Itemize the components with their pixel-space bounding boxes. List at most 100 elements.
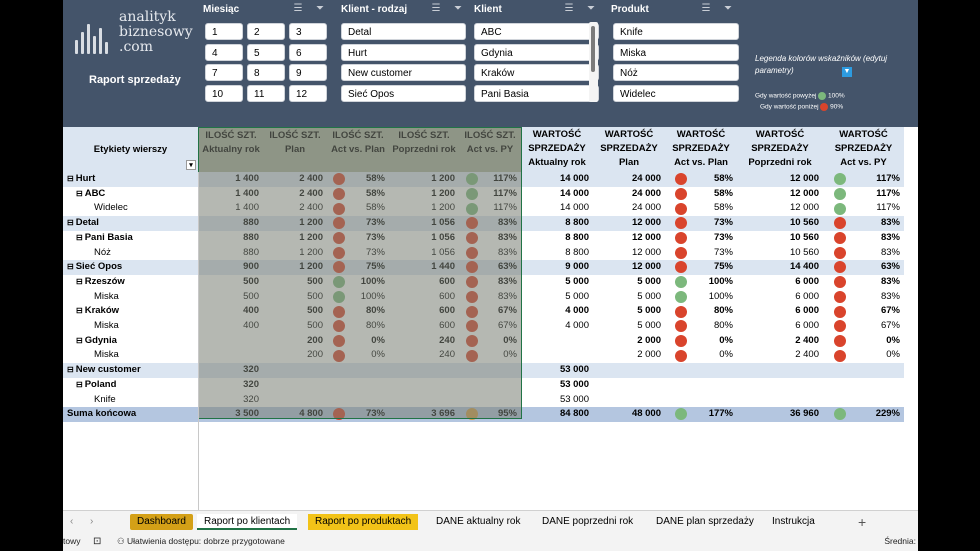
- slicer-item[interactable]: 10: [205, 84, 243, 102]
- slicer-item[interactable]: 5: [247, 43, 285, 61]
- cell-value[interactable]: 100%: [708, 290, 733, 302]
- tab-scroll-right-icon[interactable]: ›: [90, 516, 94, 527]
- slicer-item[interactable]: 3: [289, 23, 327, 40]
- cell-value[interactable]: [521, 348, 593, 363]
- slicer-item[interactable]: 2: [247, 23, 285, 40]
- cell-value[interactable]: 73%: [713, 231, 733, 243]
- slicer-item[interactable]: ABC: [474, 23, 599, 40]
- row-label[interactable]: Miska: [94, 290, 119, 302]
- slicer-item[interactable]: Gdynia: [474, 43, 599, 61]
- column-header[interactable]: WARTOŚĆ SPRZEDAŻY Poprzedni rok: [737, 127, 823, 172]
- cell-value[interactable]: 229%: [875, 408, 900, 420]
- cell-value[interactable]: 12 000: [631, 246, 661, 258]
- cell-value[interactable]: 75%: [713, 261, 733, 273]
- collapse-icon[interactable]: ⊟: [76, 335, 83, 345]
- cell-value[interactable]: 2 000: [637, 334, 661, 346]
- legend-dropdown-icon[interactable]: ▼: [842, 67, 852, 77]
- slicer-item[interactable]: 7: [205, 64, 243, 81]
- cell-value[interactable]: [687, 378, 737, 393]
- cell-value[interactable]: [737, 378, 823, 393]
- slicer-item[interactable]: Knife: [613, 23, 739, 40]
- cell-value[interactable]: [521, 334, 593, 349]
- cell-value[interactable]: 24 000: [631, 173, 661, 184]
- clear-filter-icon[interactable]: ⏷: [454, 3, 462, 14]
- add-sheet-icon[interactable]: +: [858, 514, 867, 530]
- row-label[interactable]: ⊟ New customer: [67, 364, 141, 376]
- multiselect-icon[interactable]: ☰: [293, 3, 303, 14]
- cell-value[interactable]: 83%: [880, 246, 900, 258]
- cell-value[interactable]: 0%: [719, 349, 733, 361]
- sheet-tab[interactable]: DANE poprzedni rok: [542, 516, 634, 527]
- cell-value[interactable]: [823, 393, 904, 408]
- slicer-item[interactable]: Sieć Opos: [341, 84, 466, 102]
- multiselect-icon[interactable]: ☰: [701, 3, 711, 14]
- cell-value[interactable]: 67%: [880, 320, 900, 331]
- collapse-icon[interactable]: ⊟: [67, 218, 74, 228]
- cell-value[interactable]: 12 000: [789, 202, 819, 214]
- cell-value[interactable]: 117%: [876, 187, 900, 199]
- sheet-tab[interactable]: Dashboard: [130, 514, 193, 530]
- cell-value[interactable]: 24 000: [631, 202, 661, 214]
- cell-value[interactable]: 117%: [876, 202, 900, 214]
- collapse-icon[interactable]: ⊟: [67, 174, 74, 183]
- cell-value[interactable]: 8 800: [565, 217, 589, 229]
- cell-value[interactable]: 36 960: [789, 408, 819, 420]
- row-label[interactable]: ⊟ Poland: [76, 378, 117, 390]
- cell-value[interactable]: 80%: [713, 305, 733, 317]
- cell-value[interactable]: 6 000: [795, 305, 819, 317]
- row-label[interactable]: Knife: [94, 393, 116, 405]
- cell-value[interactable]: 5 000: [637, 275, 661, 287]
- cell-value[interactable]: 73%: [713, 217, 733, 229]
- cell-value[interactable]: [593, 378, 665, 393]
- row-label[interactable]: Miska: [94, 320, 119, 331]
- cell-value[interactable]: [593, 363, 665, 378]
- collapse-icon[interactable]: ⊟: [76, 232, 83, 242]
- row-label[interactable]: Suma końcowa: [67, 408, 137, 420]
- collapse-icon[interactable]: ⊟: [67, 262, 74, 272]
- slicer-item[interactable]: 9: [289, 64, 327, 81]
- cell-value[interactable]: 14 400: [789, 261, 819, 273]
- cell-value[interactable]: 4 000: [565, 320, 589, 331]
- slicer-item[interactable]: Nóż: [613, 64, 739, 81]
- clear-filter-icon[interactable]: ⏷: [316, 3, 324, 14]
- sheet-tab[interactable]: DANE plan sprzedaży: [656, 516, 754, 527]
- cell-value[interactable]: 14 000: [559, 187, 589, 199]
- cell-value[interactable]: 14 000: [559, 202, 589, 214]
- cell-value[interactable]: 83%: [880, 275, 900, 287]
- cell-value[interactable]: [687, 393, 737, 408]
- slicer-item[interactable]: Miska: [613, 43, 739, 61]
- slicer-item[interactable]: Widelec: [613, 84, 739, 102]
- cell-value[interactable]: 10 560: [789, 231, 819, 243]
- cell-value[interactable]: 10 560: [789, 246, 819, 258]
- cell-value[interactable]: [737, 393, 823, 408]
- slicer-item[interactable]: 1: [205, 23, 243, 40]
- cell-value[interactable]: 5 000: [637, 320, 661, 331]
- clear-filter-icon[interactable]: ⏷: [587, 3, 595, 14]
- cell-value[interactable]: 53 000: [559, 378, 589, 390]
- sheet-tab[interactable]: DANE aktualny rok: [436, 516, 521, 527]
- cell-value[interactable]: 12 000: [789, 187, 819, 199]
- cell-value[interactable]: 83%: [880, 231, 900, 243]
- row-label[interactable]: ⊟ Rzeszów: [76, 275, 125, 287]
- row-labels-header[interactable]: Etykiety wierszy ▾: [63, 127, 198, 172]
- cell-value[interactable]: 6 000: [795, 275, 819, 287]
- cell-value[interactable]: 177%: [708, 408, 733, 420]
- multiselect-icon[interactable]: ☰: [431, 3, 441, 14]
- collapse-icon[interactable]: ⊟: [76, 379, 83, 389]
- cell-value[interactable]: 83%: [880, 290, 900, 302]
- collapse-icon[interactable]: ⊟: [76, 276, 83, 286]
- cell-value[interactable]: 53 000: [559, 393, 589, 405]
- cell-value[interactable]: 24 000: [631, 187, 661, 199]
- clear-filter-icon[interactable]: ⏷: [724, 3, 732, 14]
- cell-value[interactable]: 0%: [886, 349, 900, 361]
- cell-value[interactable]: 53 000: [559, 364, 589, 376]
- accessibility-status[interactable]: ⚇ Ułatwienia dostępu: dobrze przygotowan…: [117, 536, 285, 546]
- cell-value[interactable]: 0%: [886, 334, 900, 346]
- cell-value[interactable]: 12 000: [631, 217, 661, 229]
- cell-value[interactable]: 0%: [719, 334, 733, 346]
- cell-value[interactable]: 9 000: [565, 261, 589, 273]
- cell-value[interactable]: 73%: [713, 246, 733, 258]
- cell-value[interactable]: 80%: [713, 320, 733, 331]
- collapse-icon[interactable]: ⊟: [76, 188, 83, 198]
- collapse-icon[interactable]: ⊟: [67, 365, 74, 375]
